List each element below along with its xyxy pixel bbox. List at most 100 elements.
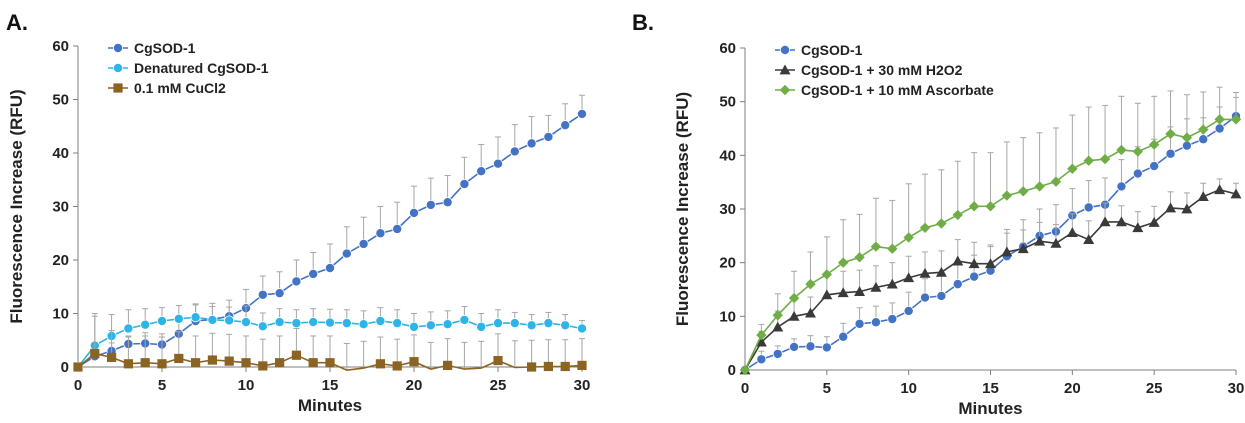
panel-a-data-point xyxy=(107,352,117,362)
panel-b-data-point xyxy=(870,317,881,328)
panel-b-data-point xyxy=(1115,216,1127,227)
panel-b-data-point xyxy=(887,314,898,325)
panel-a-data-point xyxy=(291,350,301,360)
panel-b-data-point xyxy=(1099,153,1111,165)
panel-b-legend: CgSOD-1 CgSOD-1 + 30 mM H2O2 CgSOD-1 + 10 … xyxy=(775,42,994,98)
panel-b-legend-marker xyxy=(780,45,791,56)
panel-b-data-point xyxy=(1181,203,1193,214)
panel-b-data-point xyxy=(1165,148,1176,159)
panel-a-legend-label: 0.1 mM CuCl2 xyxy=(134,80,226,96)
panel-a-y-tick-label: 50 xyxy=(52,92,69,109)
panel-a-data-point xyxy=(207,314,218,325)
panel-a-data-point xyxy=(308,268,319,279)
panel-a-data-point xyxy=(577,323,588,334)
panel-b-data-point xyxy=(1148,216,1160,227)
panel-a-data-point xyxy=(392,223,403,234)
panel-a-data-point xyxy=(258,361,268,371)
panel-a-data-point xyxy=(341,248,352,259)
panel-b-data-point xyxy=(985,258,996,269)
panel-b-data-point xyxy=(821,269,833,280)
panel-a-data-point xyxy=(173,313,184,324)
panel-b-data-point xyxy=(804,307,816,318)
panel-a-data-point xyxy=(324,317,335,328)
panel-a-legend: CgSOD-1 Denatured CgSOD-1 0.1 mM CuCl2 xyxy=(108,40,269,96)
panel-b-data-point xyxy=(952,209,963,221)
panel-a-legend-marker xyxy=(113,43,124,54)
panel-a-data-point xyxy=(476,321,487,332)
panel-b-data-point xyxy=(1197,191,1209,202)
panel-b-data-point xyxy=(1083,155,1094,166)
panel-a-x-tick-label: 0 xyxy=(74,377,82,394)
panel-a-series-1 xyxy=(73,94,588,372)
panel-b-label: B. xyxy=(632,10,654,35)
panel-a-data-point xyxy=(241,358,251,368)
panel-b-data-point xyxy=(837,287,849,298)
panel-a-x-tick-label: 30 xyxy=(574,377,591,394)
panel-a-x-axis-title: Minutes xyxy=(298,396,362,415)
panel-b-data-point xyxy=(1001,246,1013,257)
panel-b-data-point xyxy=(838,331,849,342)
panel-a-data-point xyxy=(443,360,453,370)
panel-a-data-point xyxy=(240,317,251,328)
panel-a-data-point xyxy=(308,317,319,328)
panel-a-x-tick-label: 15 xyxy=(322,377,339,394)
panel-a-label: A. xyxy=(6,10,28,35)
panel-a-data-point xyxy=(274,317,285,328)
panel-a-data-point xyxy=(140,319,151,330)
panel-b-data-point xyxy=(968,201,980,212)
panel-b-data-point xyxy=(919,267,931,278)
panel-b-data-point xyxy=(1001,190,1013,201)
panel-b-data-point xyxy=(985,201,996,212)
panel-a-data-point xyxy=(543,318,554,329)
panel-b-data-point xyxy=(1050,237,1062,248)
panel-b-data-point xyxy=(1148,139,1160,150)
panel-b-data-point xyxy=(854,286,866,297)
panel-b-data-point xyxy=(919,222,931,233)
panel-a-data-point xyxy=(425,199,436,210)
panel-b-data-point xyxy=(739,364,751,376)
panel-a-data-point xyxy=(560,361,570,372)
panel-b-data-point xyxy=(789,341,800,352)
panel-b-legend-label: CgSOD-1 + 30 mM H2O2 xyxy=(801,62,963,78)
panel-a-data-point xyxy=(442,319,453,330)
panel-a-data-point xyxy=(190,312,201,323)
panel-b-data-point xyxy=(772,310,783,321)
panel-b-y-tick-label: 50 xyxy=(719,94,736,111)
panel-a-data-point xyxy=(425,320,436,331)
panel-a-data-point xyxy=(224,315,235,326)
panel-b-data-point xyxy=(1034,235,1046,246)
panel-b-x-tick-label: 5 xyxy=(823,380,831,397)
panel-b-series-1 xyxy=(740,96,1242,375)
panel-b-data-point xyxy=(1067,163,1078,174)
panel-a-data-point xyxy=(527,362,537,372)
panel-b-legend-label: CgSOD-1 + 10 mM Ascorbate xyxy=(801,82,994,98)
panel-b-x-tick-label: 0 xyxy=(741,380,749,397)
panel-a-data-point xyxy=(375,315,386,326)
panel-b-y-axis-title: Fluorescence Increase (RFU) xyxy=(673,92,692,326)
panel-a-data-point xyxy=(408,321,419,332)
panel-b-data-point xyxy=(1230,188,1242,199)
panel-b-data-point xyxy=(1099,216,1111,227)
panel-b-x-tick-label: 20 xyxy=(1064,380,1081,397)
panel-b-y-tick-label: 10 xyxy=(719,308,736,325)
panel-b-data-point xyxy=(1050,176,1062,187)
panel-b-data-point xyxy=(854,318,865,329)
panel-a-y-tick-label: 20 xyxy=(52,252,69,269)
panel-b-legend-marker xyxy=(779,64,791,75)
panel-a-data-point xyxy=(156,315,167,326)
panel-a-x-tick-label: 25 xyxy=(490,377,507,394)
panel-b-data-point xyxy=(952,255,964,266)
panel-b-data-point xyxy=(936,290,947,301)
panel-a-data-point xyxy=(526,138,537,149)
panel-a-data-point xyxy=(459,314,470,325)
panel-b-data-point xyxy=(1083,202,1094,213)
panel-a-data-point xyxy=(325,358,335,368)
panel-a-data-point xyxy=(577,108,588,119)
panel-a-y-axis-title: Fluorescence Increase (RFU) xyxy=(7,89,26,323)
panel-b-data-point xyxy=(756,354,767,365)
panel-a-data-point xyxy=(375,359,385,369)
panel-a-series-line xyxy=(77,113,583,368)
panel-a-data-point xyxy=(560,120,571,131)
panel-b-data-point xyxy=(1132,146,1143,157)
